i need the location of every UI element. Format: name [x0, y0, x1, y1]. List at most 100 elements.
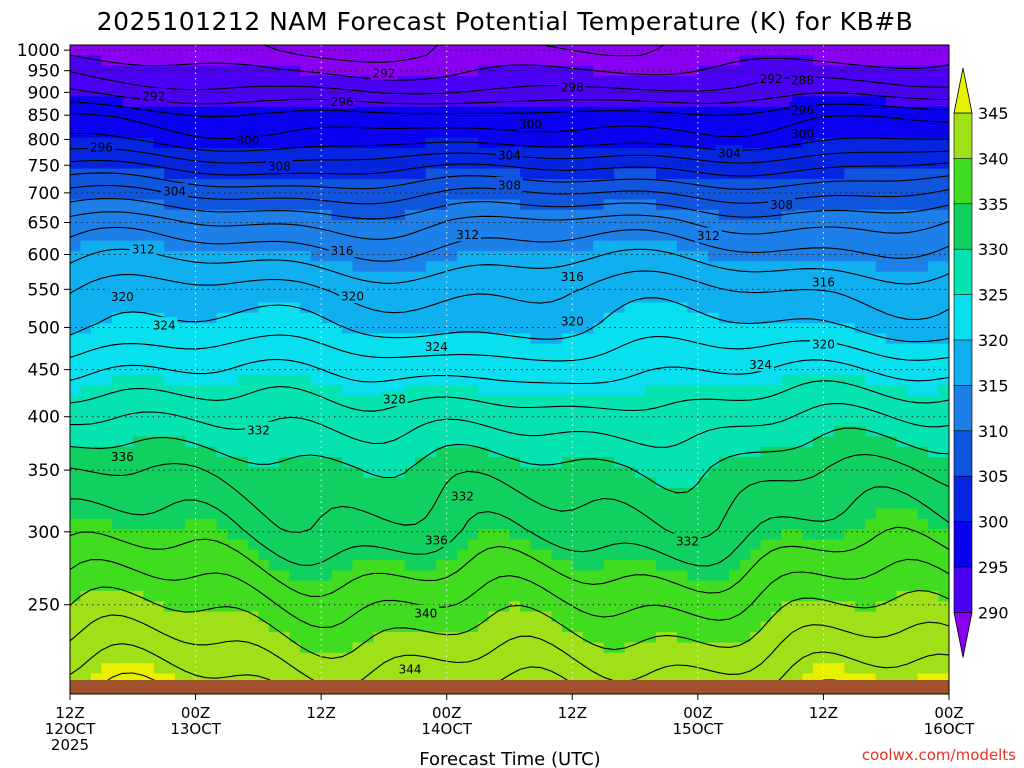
theta-cell: [153, 148, 165, 159]
theta-cell: [928, 271, 940, 283]
theta-cell: [635, 498, 647, 510]
theta-cell: [404, 333, 416, 345]
theta-cell: [666, 230, 678, 242]
theta-cell: [279, 209, 291, 221]
theta-cell: [488, 415, 500, 427]
theta-cell: [237, 580, 249, 592]
theta-cell: [206, 209, 218, 221]
theta-cell: [216, 467, 228, 479]
theta-cell: [781, 446, 793, 458]
theta-cell: [373, 539, 385, 551]
theta-cell: [258, 292, 270, 304]
theta-cell: [132, 560, 144, 571]
theta-cell: [792, 529, 804, 541]
theta-cell: [624, 487, 636, 499]
theta-cell: [446, 446, 458, 458]
theta-cell: [143, 354, 155, 365]
theta-cell: [582, 178, 594, 190]
theta-cell: [781, 426, 793, 438]
theta-cell: [289, 560, 301, 571]
theta-cell: [593, 117, 605, 129]
theta-cell: [509, 251, 521, 262]
theta-cell: [928, 75, 940, 87]
theta-cell: [561, 590, 573, 602]
theta-cell: [80, 45, 92, 56]
theta-cell: [928, 148, 940, 159]
theta-cell: [499, 230, 511, 242]
theta-cell: [666, 312, 678, 324]
theta-cell: [467, 302, 479, 314]
theta-cell: [216, 426, 228, 438]
theta-cell: [300, 611, 312, 623]
theta-cell: [519, 477, 532, 489]
theta-cell: [572, 590, 584, 602]
theta-cell: [540, 312, 552, 324]
theta-cell: [331, 487, 343, 499]
theta-cell: [593, 86, 605, 98]
theta-cell: [331, 395, 343, 407]
theta-cell: [300, 281, 312, 293]
theta-cell: [206, 189, 218, 201]
theta-cell: [760, 96, 772, 108]
theta-cell: [394, 539, 406, 551]
theta-cell: [530, 127, 542, 139]
theta-cell: [90, 446, 102, 458]
theta-cell: [729, 199, 741, 211]
theta-cell: [352, 539, 364, 551]
theta-cell: [499, 374, 511, 386]
theta-cell: [111, 96, 123, 108]
theta-cell: [279, 343, 291, 355]
theta-cell: [185, 127, 197, 139]
theta-cell: [593, 127, 605, 139]
theta-cell: [90, 374, 102, 386]
theta-cell: [666, 148, 678, 159]
theta-cell: [823, 230, 835, 242]
theta-cell: [383, 354, 395, 365]
theta-cell: [656, 467, 668, 479]
theta-cell: [656, 323, 668, 335]
theta-cell: [206, 364, 218, 376]
theta-cell: [164, 251, 176, 262]
theta-cell: [185, 384, 197, 396]
theta-cell: [425, 261, 437, 273]
theta-cell: [865, 209, 877, 221]
theta-cell: [656, 312, 668, 324]
theta-cell: [111, 426, 123, 438]
theta-cell: [551, 498, 563, 510]
theta-cell: [446, 354, 458, 365]
theta-cell: [676, 323, 688, 335]
theta-cell: [509, 467, 521, 479]
theta-cell: [300, 199, 312, 211]
theta-cell: [802, 374, 814, 386]
theta-cell: [572, 178, 584, 190]
theta-cell: [708, 178, 720, 190]
theta-cell: [237, 436, 249, 448]
theta-cell: [572, 560, 584, 571]
theta-cell: [258, 395, 270, 407]
theta-cell: [854, 539, 866, 551]
theta-cell: [153, 158, 165, 170]
theta-cell: [875, 498, 887, 510]
theta-cell: [185, 240, 197, 252]
theta-cell: [321, 642, 333, 654]
theta-cell: [101, 323, 113, 335]
theta-cell: [886, 137, 898, 149]
theta-cell: [603, 436, 615, 448]
theta-cell: [666, 281, 678, 293]
theta-cell: [561, 642, 573, 654]
theta-cell: [676, 106, 688, 118]
theta-cell: [499, 518, 511, 530]
theta-cell: [792, 137, 804, 149]
theta-cell: [331, 75, 343, 87]
theta-cell: [687, 261, 699, 273]
theta-cell: [373, 230, 385, 242]
theta-cell: [90, 642, 102, 654]
theta-cell: [289, 251, 301, 262]
theta-cell: [603, 467, 615, 479]
theta-cell: [310, 354, 322, 365]
theta-cell: [771, 230, 783, 242]
theta-cell: [509, 354, 521, 365]
theta-cell: [279, 436, 291, 448]
theta-cell: [457, 549, 469, 561]
theta-cell: [258, 271, 270, 283]
